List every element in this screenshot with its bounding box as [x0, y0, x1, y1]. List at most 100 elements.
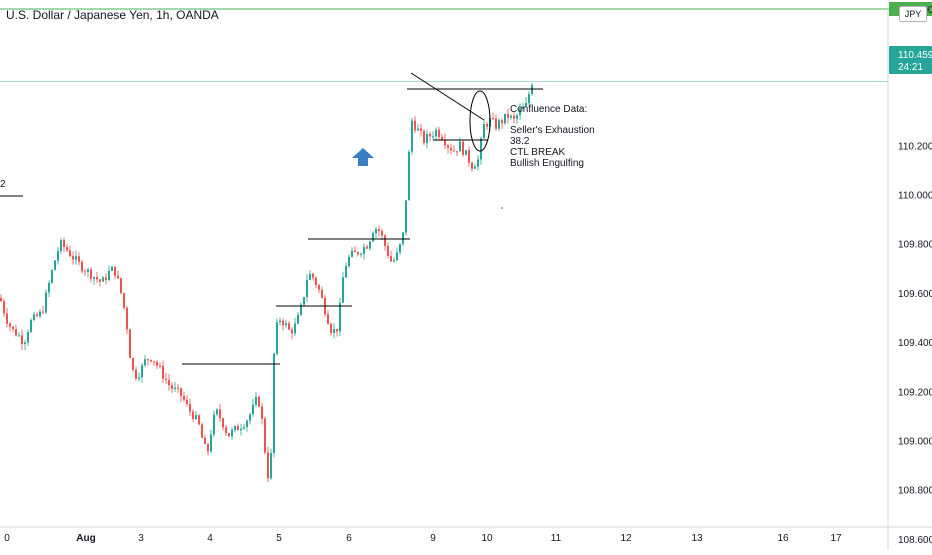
candle-down [261, 406, 263, 419]
last-price-badge [889, 46, 932, 74]
candle-up [246, 420, 248, 428]
candle-up [372, 233, 374, 242]
candle-up [51, 270, 53, 283]
candle-up [399, 243, 401, 253]
up-arrow-icon[interactable] [352, 148, 374, 166]
candle-up [216, 409, 218, 415]
candle-down [366, 246, 368, 249]
candle-down [222, 418, 224, 428]
y-tick-label: 110.000 [898, 191, 932, 202]
candle-down [444, 139, 446, 146]
y-tick-label: 108.800 [898, 486, 932, 497]
candle-down [69, 250, 71, 257]
candle-up [285, 323, 287, 326]
candle-up [27, 332, 29, 343]
candle-up [141, 365, 143, 378]
candle-down [129, 329, 131, 358]
candle-down [120, 278, 122, 293]
candle-up [276, 322, 278, 354]
candle-down [171, 385, 173, 389]
candle-down [15, 329, 17, 336]
candle-down [387, 246, 389, 256]
candle-down [507, 113, 509, 118]
candle-up [297, 314, 299, 324]
candle-up [339, 302, 341, 332]
candle-down [153, 361, 155, 363]
currency-badge[interactable]: JPY [899, 6, 927, 22]
candle-down [378, 228, 380, 231]
candle-up [393, 260, 395, 262]
trendline[interactable] [410, 72, 485, 121]
candle-up [465, 150, 467, 155]
candle-up [432, 136, 434, 138]
candle-up [510, 115, 512, 118]
candle-down [21, 335, 23, 345]
candle-down [132, 357, 134, 370]
y-tick-label: 109.600 [898, 289, 932, 300]
candle-down [135, 369, 137, 379]
candle-down [99, 279, 101, 282]
candle-up [300, 304, 302, 315]
candle-down [180, 388, 182, 396]
confluence-item: 38.2 [510, 136, 530, 147]
candle-down [423, 130, 425, 144]
candle-up [345, 266, 347, 278]
candle-down [204, 437, 206, 444]
confluence-item: Seller's Exhaustion [510, 125, 595, 136]
level-label: 2 [0, 179, 6, 190]
candle-up [360, 253, 362, 255]
candle-down [105, 277, 107, 280]
candle-up [348, 256, 350, 267]
engulfing-ellipse[interactable] [469, 90, 491, 152]
candle-up [402, 232, 404, 244]
candle-down [330, 324, 332, 334]
candle-up [252, 404, 254, 415]
candle-down [471, 162, 473, 169]
candle-down [456, 151, 458, 153]
candle-up [303, 297, 305, 305]
x-tick-label: 16 [777, 533, 789, 544]
candle-down [237, 425, 239, 431]
candle-down [390, 255, 392, 262]
candle-up [351, 250, 353, 257]
candle-up [375, 228, 377, 234]
candle-up [405, 200, 407, 233]
candle-up [369, 241, 371, 249]
candle-up [48, 282, 50, 293]
candle-up [270, 453, 272, 479]
candle-down [12, 326, 14, 330]
candle-down [183, 395, 185, 400]
candle-up [210, 434, 212, 452]
candle-up [87, 269, 89, 272]
candle-down [336, 328, 338, 332]
candle-down [354, 250, 356, 253]
last-price-value: 110.459 [898, 50, 932, 61]
candle-down [288, 323, 290, 330]
candle-down [450, 147, 452, 151]
candle-down [0, 297, 2, 302]
candle-down [315, 277, 317, 285]
candle-down [420, 128, 422, 131]
candle-down [63, 240, 65, 248]
candle-down [501, 120, 503, 124]
candle-up [30, 319, 32, 333]
candle-down [114, 266, 116, 276]
candle-up [174, 387, 176, 389]
x-tick-label: Aug [76, 533, 95, 544]
candle-up [111, 266, 113, 271]
x-tick-label: 4 [207, 533, 213, 544]
candle-down [90, 269, 92, 279]
x-tick-label: 5 [276, 533, 282, 544]
candle-up [417, 128, 419, 131]
candle-up [519, 108, 521, 116]
candle-down [264, 418, 266, 453]
candle-down [147, 359, 149, 361]
candle-down [513, 115, 515, 119]
candle-down [189, 404, 191, 412]
bar-countdown: 24:21 [898, 62, 923, 73]
y-tick-label: 109.000 [898, 437, 932, 448]
candle-down [207, 443, 209, 452]
candle-down [168, 379, 170, 386]
candle-down [381, 230, 383, 236]
